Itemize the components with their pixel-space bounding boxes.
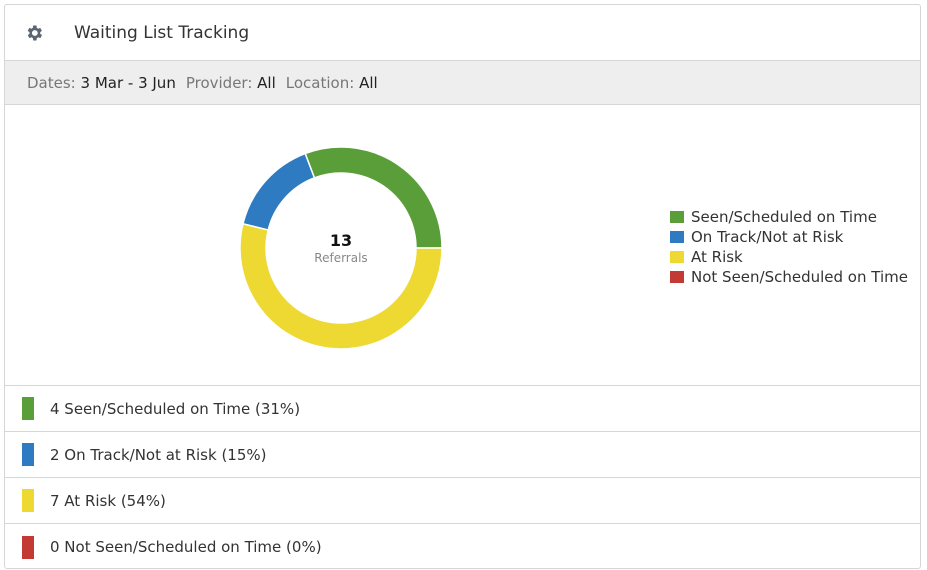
total-count: 13 bbox=[329, 231, 353, 250]
legend-label: At Risk bbox=[691, 248, 743, 266]
summary-row[interactable]: 2 On Track/Not at Risk (15%) bbox=[5, 432, 920, 478]
legend-item[interactable]: On Track/Not at Risk bbox=[670, 227, 908, 247]
summary-list: 4 Seen/Scheduled on Time (31%) 2 On Trac… bbox=[5, 386, 920, 570]
waiting-list-card: Waiting List Tracking Dates: 3 Mar - 3 J… bbox=[4, 4, 921, 569]
color-bar bbox=[22, 443, 34, 466]
gear-icon[interactable] bbox=[24, 23, 44, 43]
legend-label: On Track/Not at Risk bbox=[691, 228, 844, 246]
legend-label: Not Seen/Scheduled on Time bbox=[691, 268, 908, 286]
legend-item[interactable]: Seen/Scheduled on Time bbox=[670, 207, 908, 227]
color-bar bbox=[22, 489, 34, 512]
legend-swatch bbox=[670, 211, 684, 223]
legend-item[interactable]: At Risk bbox=[670, 247, 908, 267]
location-label: Location: bbox=[285, 73, 355, 92]
chart-area: 13 Referrals Seen/Scheduled on Time On T… bbox=[5, 105, 920, 386]
location-value[interactable]: All bbox=[359, 73, 378, 92]
dates-value[interactable]: 3 Mar - 3 Jun bbox=[80, 73, 176, 92]
card-header: Waiting List Tracking bbox=[5, 5, 920, 61]
legend-swatch bbox=[670, 251, 684, 263]
donut-slice-1[interactable] bbox=[242, 152, 316, 231]
donut-slice-2[interactable] bbox=[239, 222, 443, 350]
summary-text: 7 At Risk (54%) bbox=[50, 491, 166, 510]
summary-text: 0 Not Seen/Scheduled on Time (0%) bbox=[50, 538, 322, 556]
color-bar bbox=[22, 397, 34, 420]
chart-legend: Seen/Scheduled on Time On Track/Not at R… bbox=[670, 207, 908, 287]
summary-row[interactable]: 4 Seen/Scheduled on Time (31%) bbox=[5, 386, 920, 432]
color-bar bbox=[22, 535, 34, 559]
summary-row[interactable]: 0 Not Seen/Scheduled on Time (0%) bbox=[5, 524, 920, 570]
summary-row[interactable]: 7 At Risk (54%) bbox=[5, 478, 920, 524]
total-label: Referrals bbox=[314, 251, 368, 265]
summary-text: 2 On Track/Not at Risk (15%) bbox=[50, 445, 267, 464]
filter-bar: Dates: 3 Mar - 3 Jun Provider: All Locat… bbox=[5, 61, 920, 105]
donut-chart bbox=[239, 146, 443, 350]
legend-label: Seen/Scheduled on Time bbox=[691, 208, 877, 226]
legend-item[interactable]: Not Seen/Scheduled on Time bbox=[670, 267, 908, 287]
legend-swatch bbox=[670, 231, 684, 243]
summary-text: 4 Seen/Scheduled on Time (31%) bbox=[50, 399, 301, 418]
provider-value[interactable]: All bbox=[257, 73, 276, 92]
provider-label: Provider: bbox=[185, 73, 253, 92]
card-title: Waiting List Tracking bbox=[74, 22, 250, 43]
legend-swatch bbox=[670, 271, 684, 283]
dates-label: Dates: bbox=[27, 73, 76, 92]
